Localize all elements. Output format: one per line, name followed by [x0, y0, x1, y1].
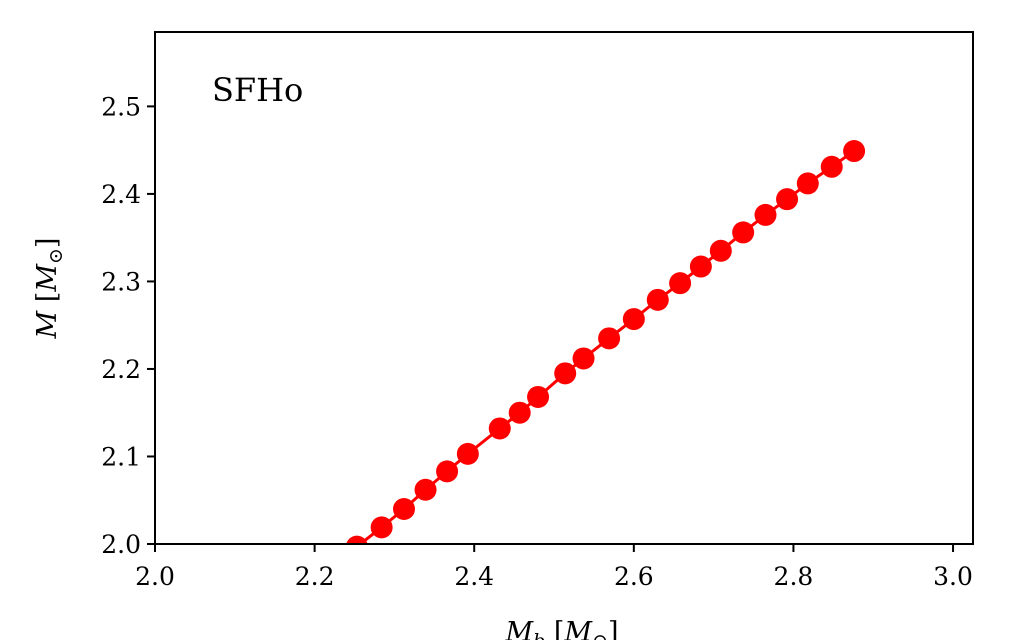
y-tick-label: 2.0 — [101, 530, 141, 559]
y-tick-label: 2.1 — [101, 442, 141, 471]
data-point — [820, 155, 843, 178]
data-point — [689, 255, 712, 278]
data-point — [776, 188, 799, 211]
data-point — [456, 442, 479, 465]
x-tick-label: 2.2 — [295, 562, 335, 591]
x-axis: 2.0 2.2 2.4 2.6 2.8 3.0 — [135, 544, 973, 591]
data-point — [572, 347, 595, 370]
data-point — [709, 239, 732, 262]
plot-frame — [154, 31, 974, 545]
x-axis-label: Mb [M⊙] — [504, 617, 618, 640]
data-point — [346, 535, 368, 544]
data-point — [843, 140, 866, 163]
data-point — [527, 385, 550, 408]
data-point — [414, 478, 437, 501]
series-layer — [346, 140, 866, 544]
chart-annotation: SFHo — [212, 71, 303, 109]
data-point — [796, 172, 819, 195]
x-tick-label: 2.0 — [135, 562, 175, 591]
data-point — [646, 288, 669, 311]
data-point — [392, 497, 415, 520]
data-point — [598, 327, 621, 350]
y-tick-label: 2.2 — [101, 355, 141, 384]
data-point — [508, 401, 531, 424]
x-tick-label: 2.4 — [454, 562, 494, 591]
y-tick-label: 2.5 — [101, 92, 141, 121]
data-point — [754, 203, 777, 226]
data-point — [554, 362, 577, 385]
y-tick-label: 2.3 — [101, 267, 141, 296]
data-point — [732, 221, 755, 244]
x-tick-label: 2.8 — [774, 562, 814, 591]
y-tick-label: 2.4 — [101, 180, 141, 209]
data-point — [488, 417, 511, 440]
data-point — [436, 460, 459, 483]
x-tick-label: 2.6 — [614, 562, 654, 591]
data-point — [370, 516, 393, 539]
y-axis: 2.0 2.1 2.2 2.3 2.4 2.5 — [101, 92, 155, 559]
x-tick-label: 3.0 — [933, 562, 973, 591]
data-point — [669, 272, 692, 295]
y-axis-label: M [M⊙] — [32, 238, 67, 340]
data-point — [622, 308, 645, 331]
